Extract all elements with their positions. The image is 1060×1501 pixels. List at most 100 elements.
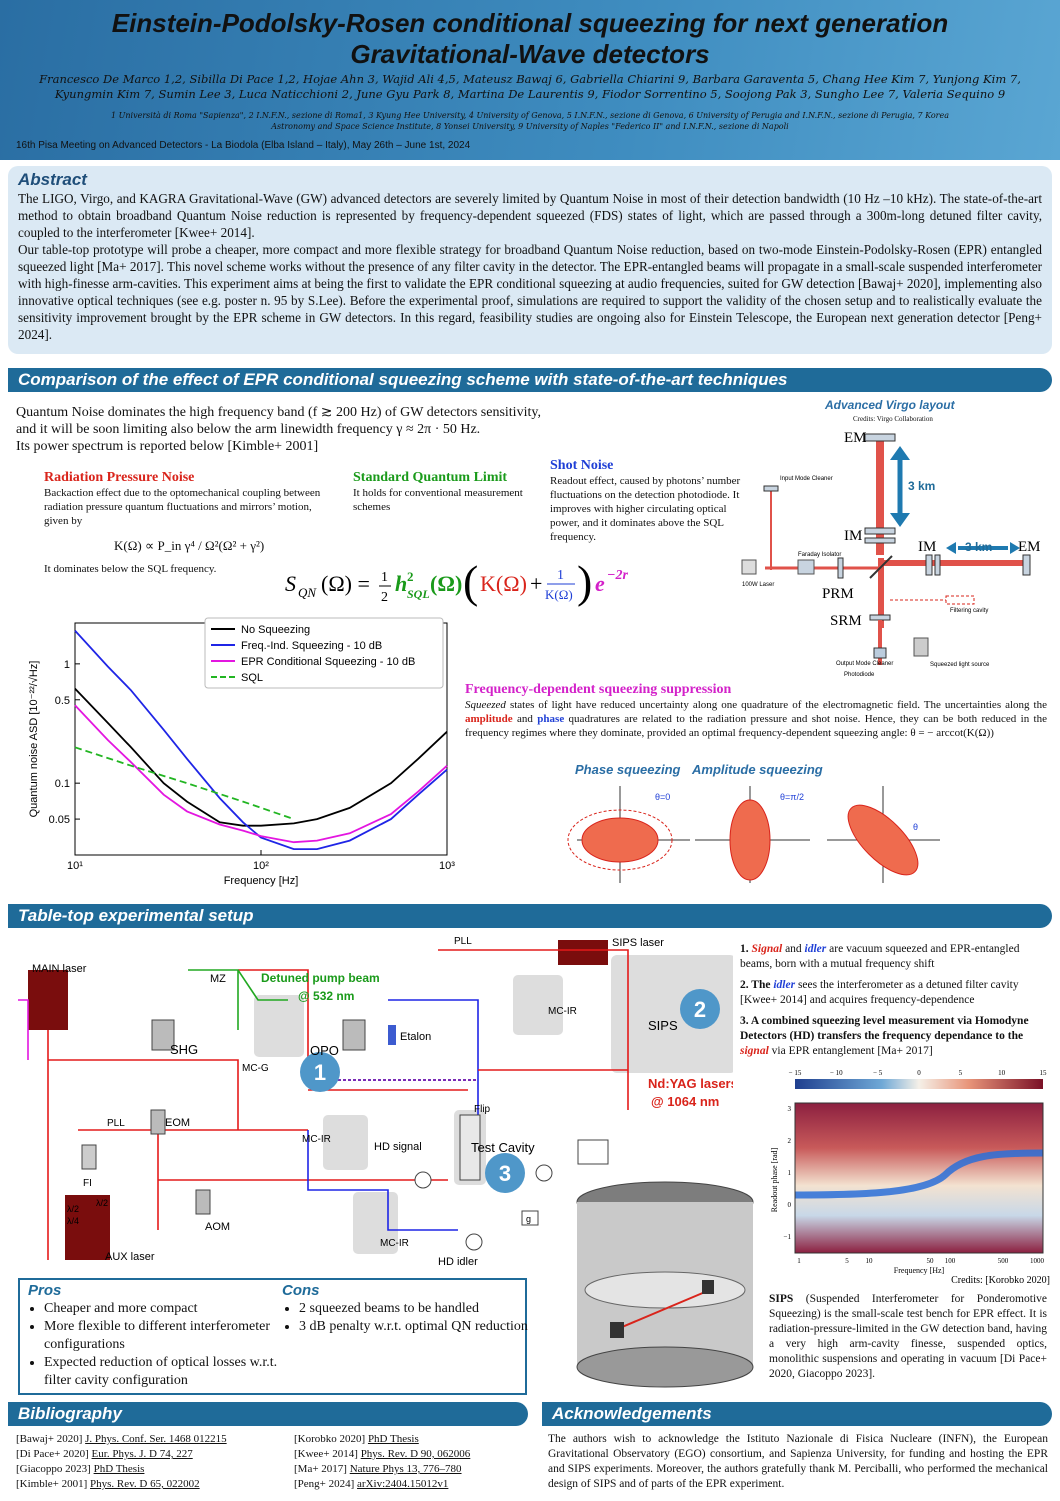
bib-link[interactable]: J. Phys. Conf. Ser. 1468 012215 [85,1433,227,1445]
shot-text: Readout effect, caused by photons’ numbe… [550,475,741,543]
label-3km-north: 3 km [908,479,935,493]
bib-link[interactable]: arXiv:2404.15012v1 [357,1478,449,1490]
list-item: Expected reduction of optical losses w.r… [44,1354,294,1390]
label-mcir-3: MC-IR [380,1238,409,1249]
sips-3d-render [576,1181,754,1388]
label-omc: Output Mode Cleaner [836,661,893,667]
comparison-intro: Quantum Noise dominates the high frequen… [16,404,616,455]
bib-link[interactable]: Eur. Phys. J. D 74, 227 [91,1448,193,1460]
step-3-text: 3. A combined squeezing level measuremen… [740,1015,1029,1057]
beam-splitter [869,555,893,579]
setup-steps: 1. Signal and idler are vacuum squeezed … [740,942,1052,1059]
label-sips: SIPS [648,1018,678,1033]
heatmap-ytick: 0 [788,1201,792,1209]
main-laser [28,970,68,1030]
virgo-layout-diagram: EM IM IM EM PRM SRM 3 km 3 km 100W Laser… [741,430,1041,678]
bib-link[interactable]: Phys. Rev. D 90, 062006 [360,1448,471,1460]
y-tick-label: 1 [64,659,70,671]
affiliations: 1 Università di Roma "Sapienza", 2 I.N.F… [10,110,1050,132]
bibliography-column-1: [Bawaj+ 2020] J. Phys. Conf. Ser. 1468 0… [16,1432,286,1492]
abstract-box: Abstract The LIGO, Virgo, and KAGRA Grav… [8,166,1052,354]
list-item: 2 squeezed beams to be handled [299,1300,544,1318]
label-imc: Input Mode Cleaner [780,476,833,482]
colorbar-tick: − 10 [830,1069,843,1077]
label-im-west: IM [918,539,936,555]
author-list: Francesco De Marco 1,2, Sibilla Di Pace … [10,72,1050,102]
rpn-text: Backaction effect due to the optomechani… [44,487,321,527]
bib-entry: [Peng+ 2024] arXiv:2404.15012v1 [294,1478,449,1490]
colorbar-tick: − 15 [789,1069,802,1077]
rpn-block: Radiation Pressure Noise Backaction effe… [44,470,334,576]
heatmap-area [795,1103,1043,1253]
im-west-mirror-2 [934,554,941,576]
heatmap-xtick: 1 [797,1257,801,1265]
label-fi: Faraday Isolator [798,552,841,558]
fds-block: Frequency-dependent squeezing suppressio… [465,682,1047,740]
label-pll-top: PLL [454,936,472,947]
fds-title: Frequency-dependent squeezing suppressio… [465,682,732,697]
mcir3-box [353,1192,398,1254]
svg-text:θ=0: θ=0 [655,792,670,802]
sips-laser [558,940,608,965]
srm-mirror [869,614,891,621]
combiner-plus [535,1164,553,1182]
bib-entry: [Di Pace+ 2020] Eur. Phys. J. D 74, 227 [16,1448,193,1460]
em-west-mirror [1022,554,1031,576]
label-pump: Detuned pump beam [261,971,380,985]
step-1-circle [300,1052,340,1092]
svg-text:(Ω) =: (Ω) = [321,571,370,596]
label-lambda-2b: λ/2 [96,1198,108,1208]
legend-label: SQL [241,672,263,684]
heatmap-xtick: 10 [866,1257,874,1265]
bib-link[interactable]: Phys. Rev. D 65, 022002 [90,1478,200,1490]
heatmap-ylabel: Readout phase [rad] [770,1147,779,1212]
bibliography-heading: Bibliography [8,1402,528,1426]
heatmap-xtick: 100 [945,1257,956,1265]
label-mcg: MC-G [242,1063,269,1074]
svg-text:2: 2 [407,569,414,584]
heatmap-xlabel: Frequency [Hz] [894,1266,945,1275]
computer-icon [577,1139,609,1165]
svg-text:2: 2 [381,590,388,605]
bib-link[interactable]: Nature Phys 13, 776–780 [349,1463,462,1475]
sips-description: SIPS (Suspended Interferometer for Ponde… [769,1293,1047,1380]
step-2-text: 2. The idler sees the interferometer as … [740,979,1019,1006]
heatmap-blue-band [794,1149,1044,1199]
bibliography-column-2: [Korobko 2020] PhD Thesis [Kwee+ 2014] Ph… [294,1432,534,1492]
colorbar-tick: 0 [917,1069,921,1077]
label-lambda-4: λ/4 [67,1216,79,1226]
heatmap-colorbar [795,1079,1043,1089]
label-g: g [526,1214,531,1224]
poster-header [0,0,1060,160]
sips-box [611,955,733,1073]
affil-line-2: Astronomy and Space Science Institute, 8… [271,122,789,131]
intro-line-3: Its power spectrum is reported below [Ki… [16,439,319,454]
em-north-mirror [864,433,896,442]
bib-entry: [Kwee+ 2014] Phys. Rev. D 90, 062006 [294,1448,471,1460]
bib-link[interactable]: PhD Thesis [367,1433,419,1445]
mcir2-box [513,975,563,1035]
heatmap-xtick: 500 [998,1257,1009,1265]
svg-text:θ: θ [913,822,918,832]
label-pump-nm: @ 532 nm [298,989,354,1003]
g-box [521,1210,539,1226]
rpn-below: It dominates below the SQL frequency. [44,563,217,575]
label-hd-idler: HD idler [438,1256,478,1268]
shg-crystal [151,1019,175,1051]
bib-link[interactable]: PhD Thesis [93,1463,145,1475]
label-mcir-1: MC-IR [302,1134,331,1145]
x-tick-label: 10³ [439,860,455,872]
svg-text:e: e [595,571,605,596]
sips-beam [614,1291,706,1331]
title-line-1: Einstein-Podolsky-Rosen conditional sque… [111,8,949,38]
im-north-mirror-2 [864,537,896,544]
label-mz: MZ [210,973,226,985]
x-tick-label: 10¹ [67,860,83,872]
label-fc: Filtering cavity [950,608,988,614]
heatmap-credit: Credits: [Korobko 2020] [951,1275,1050,1286]
svg-text:1: 1 [381,570,388,585]
svg-text:QN: QN [298,585,317,600]
label-pll-left: PLL [107,1118,125,1129]
label-srm: SRM [830,613,862,629]
